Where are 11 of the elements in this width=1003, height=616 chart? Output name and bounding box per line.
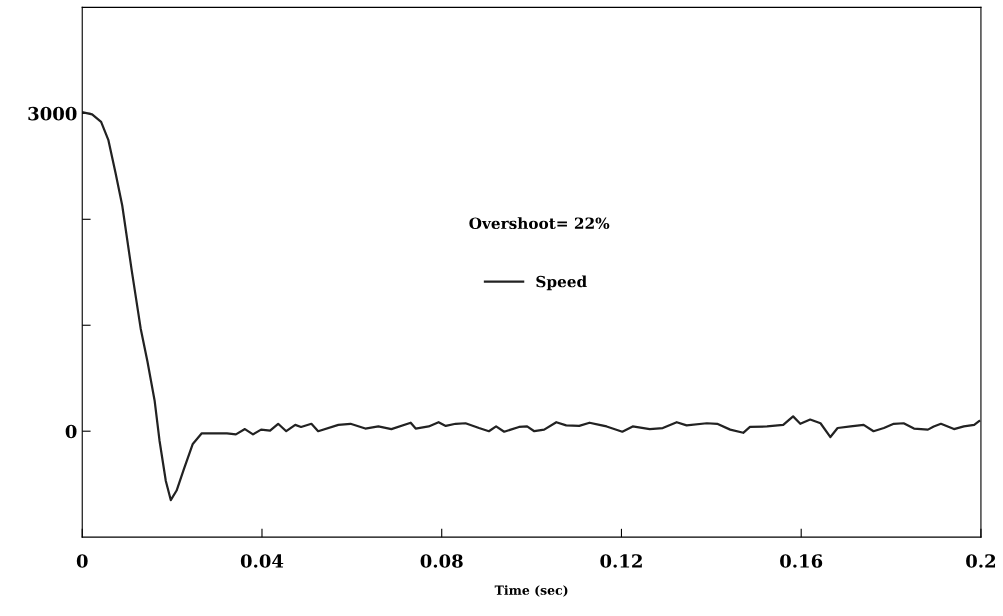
- line-series: [82, 111, 981, 502]
- annotation: Overshoot= 22%: [469, 217, 610, 230]
- x-tick-label: 0.04: [240, 554, 284, 568]
- x-tick-label: 0.08: [420, 554, 463, 568]
- y-tick-label: 3000: [28, 106, 77, 121]
- x-tick-label: 0.12: [600, 554, 642, 568]
- legend-label: Speed: [536, 275, 587, 291]
- x-tick-label: 0: [76, 554, 88, 568]
- x-tick-label: 0.16: [780, 554, 823, 568]
- x-axis-title: Time (sec): [494, 585, 568, 597]
- x-tick-label: 0.2: [966, 554, 996, 568]
